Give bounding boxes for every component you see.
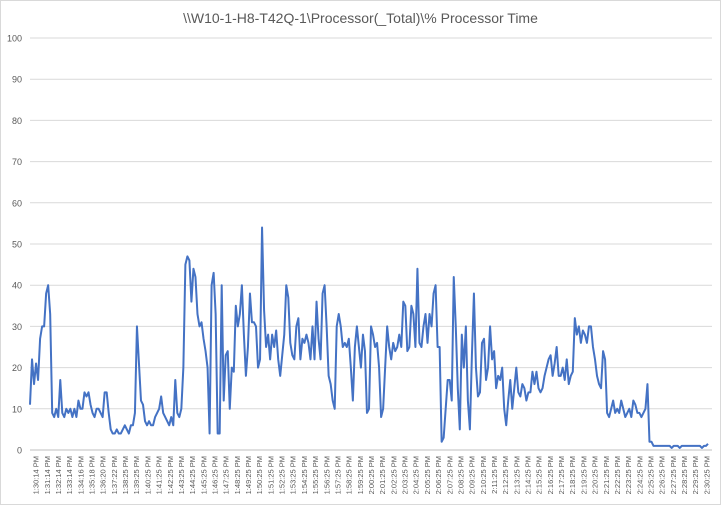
y-tick-label: 50 — [12, 240, 22, 250]
x-tick-label: 2:12:25 PM — [501, 456, 510, 494]
y-tick-label: 60 — [12, 198, 22, 208]
x-tick-label: 2:19:25 PM — [579, 456, 588, 494]
x-tick-label: 2:15:25 PM — [535, 456, 544, 494]
y-tick-label: 10 — [12, 404, 22, 414]
gridlines — [30, 37, 712, 451]
x-tick-label: 1:47:25 PM — [222, 456, 231, 494]
y-tick-label: 20 — [12, 363, 22, 373]
x-tick-label: 2:27:25 PM — [669, 456, 678, 494]
x-tick-label: 1:49:25 PM — [244, 456, 253, 494]
x-tick-label: 2:10:25 PM — [479, 456, 488, 494]
x-tick-label: 2:24:25 PM — [635, 456, 644, 494]
x-tick-label: 1:45:25 PM — [199, 456, 208, 494]
y-tick-label: 0 — [17, 446, 22, 456]
x-tick-label: 1:38:25 PM — [121, 456, 130, 494]
y-tick-label: 100 — [7, 34, 22, 44]
x-tick-label: 2:01:25 PM — [378, 456, 387, 494]
x-tick-label: 2:17:25 PM — [557, 456, 566, 494]
x-tick-label: 1:41:25 PM — [155, 456, 164, 494]
x-tick-label: 1:34:16 PM — [76, 456, 85, 494]
y-tick-label: 90 — [12, 75, 22, 85]
x-tick-label: 1:53:25 PM — [289, 456, 298, 494]
x-tick-label: 1:52:25 PM — [278, 456, 287, 494]
series-line — [29, 226, 709, 449]
x-tick-label: 1:33:14 PM — [65, 456, 74, 494]
x-tick-label: 1:40:25 PM — [143, 456, 152, 494]
y-tick-label: 80 — [12, 116, 22, 126]
x-tick-label: 1:30:14 PM — [32, 456, 41, 494]
x-tick-label: 1:51:25 PM — [266, 456, 275, 494]
cpu-usage-line — [29, 226, 709, 449]
x-tick-label: 2:18:25 PM — [568, 456, 577, 494]
y-tick-label: 30 — [12, 322, 22, 332]
x-tick-label: 1:37:22 PM — [110, 456, 119, 494]
chart-title: \\W10-1-H8-T42Q-1\Processor(_Total)\% Pr… — [183, 10, 538, 26]
x-tick-label: 2:26:25 PM — [658, 456, 667, 494]
x-tick-label: 2:06:25 PM — [434, 456, 443, 494]
x-tick-label: 1:56:25 PM — [322, 456, 331, 494]
x-tick-label: 1:54:25 PM — [300, 456, 309, 494]
x-tick-label: 2:07:25 PM — [445, 456, 454, 494]
x-tick-label: 2:16:25 PM — [546, 456, 555, 494]
x-tick-label: 2:28:25 PM — [680, 456, 689, 494]
x-tick-label: 2:05:25 PM — [423, 456, 432, 494]
x-tick-label: 2:09:25 PM — [468, 456, 477, 494]
x-tick-label: 2:30:25 PM — [702, 456, 711, 494]
y-tick-label: 40 — [12, 281, 22, 291]
x-tick-label: 2:02:25 PM — [389, 456, 398, 494]
x-tick-label: 1:57:25 PM — [333, 456, 342, 494]
x-tick-label: 1:58:25 PM — [345, 456, 354, 494]
x-tick-label: 1:46:25 PM — [210, 456, 219, 494]
x-tick-label: 2:13:25 PM — [512, 456, 521, 494]
x-tick-label: 1:31:14 PM — [43, 456, 52, 494]
x-tick-label: 2:03:25 PM — [401, 456, 410, 494]
x-tick-label: 2:20:25 PM — [591, 456, 600, 494]
x-tick-label: 1:48:25 PM — [233, 456, 242, 494]
x-tick-label: 2:04:25 PM — [412, 456, 421, 494]
x-axis-tick-labels: 1:30:14 PM 1:31:14 PM 1:32:14 PM 1:33:14 PM… — [32, 456, 712, 494]
x-tick-label: 2:08:25 PM — [456, 456, 465, 494]
x-tick-label: 1:36:20 PM — [99, 456, 108, 494]
x-tick-label: 2:25:25 PM — [647, 456, 656, 494]
x-tick-label: 1:42:25 PM — [166, 456, 175, 494]
x-tick-label: 2:29:25 PM — [691, 456, 700, 494]
x-tick-label: 1:35:18 PM — [87, 456, 96, 494]
x-tick-label: 1:39:25 PM — [132, 456, 141, 494]
x-tick-label: 2:23:25 PM — [624, 456, 633, 494]
x-tick-label: 2:11:25 PM — [490, 456, 499, 494]
x-tick-label: 1:32:14 PM — [54, 456, 63, 494]
x-tick-label: 1:55:25 PM — [311, 456, 320, 494]
x-tick-label: 2:14:25 PM — [524, 456, 533, 494]
x-tick-label: 2:00:25 PM — [367, 456, 376, 494]
y-tick-label: 70 — [12, 157, 22, 167]
x-tick-label: 1:59:25 PM — [356, 456, 365, 494]
x-tick-label: 2:21:25 PM — [602, 456, 611, 494]
y-axis-tick-labels: 0 10 20 30 40 50 60 70 80 90 100 — [7, 34, 22, 456]
x-tick-label: 1:43:25 PM — [177, 456, 186, 494]
x-tick-label: 1:44:25 PM — [188, 456, 197, 494]
x-tick-label: 2:22:25 PM — [613, 456, 622, 494]
x-tick-label: 1:50:25 PM — [255, 456, 264, 494]
